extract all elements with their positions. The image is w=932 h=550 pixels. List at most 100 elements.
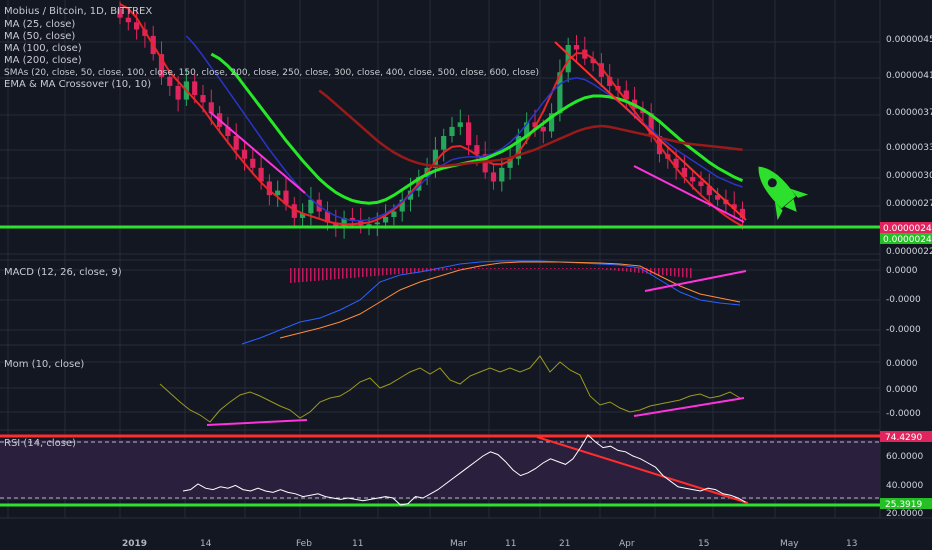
momentum-trendline-apr <box>633 397 745 417</box>
candle-body <box>134 22 140 30</box>
macd-histogram-bar <box>414 268 416 273</box>
macd-histogram-bar <box>458 268 460 269</box>
time-tick-label: May <box>780 539 799 549</box>
candle <box>308 186 314 226</box>
candle-body <box>399 199 405 212</box>
candle-body <box>175 85 181 100</box>
candle-body <box>474 145 480 155</box>
macd-histogram-bar <box>362 268 364 277</box>
macd-histogram-bar <box>426 268 428 272</box>
rsi-panel[interactable]: RSI (14, close) 60.0000 40.0000 20.0000 … <box>0 431 932 519</box>
time-tick-label: Feb <box>296 539 312 549</box>
legend-line: MA (25, close) <box>4 19 75 30</box>
candle-body <box>324 211 331 223</box>
macd-histogram-bar <box>578 268 580 269</box>
candle-body <box>208 102 214 114</box>
candle <box>134 9 140 40</box>
macd-panel[interactable]: MACD (12, 26, close, 9) 0.0000 -0.0000 -… <box>4 260 921 345</box>
candle <box>291 196 297 227</box>
ma-line-red <box>119 3 743 227</box>
legend-line: EMA & MA Crossover (10, 10) <box>4 79 151 90</box>
candle-body <box>706 186 712 196</box>
price-panel[interactable] <box>117 1 746 239</box>
candle-body <box>117 8 123 18</box>
macd-histogram-bar <box>498 268 500 269</box>
macd-histogram-bar <box>614 268 616 271</box>
momentum-line <box>159 355 741 423</box>
macd-histogram-bar <box>490 268 492 269</box>
macd-histogram-bar <box>318 268 320 281</box>
candle-body <box>449 126 455 136</box>
candle <box>507 146 513 180</box>
macd-histogram-bar <box>334 268 336 280</box>
macd-histogram-bar <box>302 268 304 282</box>
candle <box>731 191 737 219</box>
macd-histogram-bar <box>298 268 300 283</box>
candle-body <box>549 113 555 132</box>
macd-histogram-bar <box>674 268 676 277</box>
candle-body <box>250 158 256 168</box>
candle-body <box>698 181 704 187</box>
candle-body <box>366 224 372 226</box>
candle-body <box>266 181 272 196</box>
candle <box>441 128 447 162</box>
candle <box>573 34 580 62</box>
macd-histogram-bar <box>666 268 668 276</box>
macd-histogram-bar <box>290 268 292 283</box>
candle <box>383 204 389 229</box>
macd-histogram-bar <box>306 268 308 282</box>
time-tick-label: 11 <box>505 539 516 549</box>
macd-line <box>241 260 741 345</box>
momentum-title: Mom (10, close) <box>4 359 84 370</box>
macd-histogram <box>290 268 692 283</box>
candle-body <box>225 126 231 136</box>
macd-histogram-bar <box>342 268 344 279</box>
macd-histogram-bar <box>670 268 672 276</box>
candle-body <box>374 222 380 225</box>
macd-histogram-bar <box>322 268 324 281</box>
candle-body <box>233 136 239 150</box>
candle <box>698 171 704 197</box>
macd-histogram-bar <box>390 268 392 275</box>
macd-histogram-bar <box>562 268 564 269</box>
candle <box>590 51 596 72</box>
candle <box>457 109 463 136</box>
last-price-badge-green-text: 0.00000245 <box>883 235 932 245</box>
macd-histogram-bar <box>570 268 572 269</box>
candle-body <box>557 72 563 114</box>
macd-histogram-bar <box>502 268 504 269</box>
macd-histogram-bar <box>494 268 496 269</box>
macd-histogram-bar <box>574 268 576 269</box>
candle <box>158 41 165 86</box>
macd-histogram-bar <box>566 268 568 269</box>
last-price-badge-red <box>880 222 932 233</box>
macd-histogram-bar <box>682 268 684 278</box>
candle-body <box>167 76 173 86</box>
macd-histogram-bar <box>550 268 552 269</box>
macd-histogram-bar <box>518 268 520 269</box>
candle-body <box>681 167 687 177</box>
candle <box>399 189 405 222</box>
candle-body <box>499 167 505 182</box>
macd-tick-label: -0.0000 <box>886 295 921 305</box>
candle-body <box>466 122 472 146</box>
macd-histogram-bar <box>370 268 372 277</box>
momentum-panel[interactable]: Mom (10, close) 0.0000 0.0000 -0.0000 <box>4 355 921 426</box>
macd-histogram-bar <box>534 268 536 269</box>
macd-histogram-bar <box>690 268 692 278</box>
rsi-red-trendline <box>536 436 749 504</box>
candle-body <box>125 17 131 23</box>
indicator-legend: Mobius / Bitcoin, 1D, BITTREX MA (25, cl… <box>4 6 539 90</box>
macd-tick-label: -0.0000 <box>886 325 921 335</box>
macd-histogram-bar <box>626 268 628 272</box>
macd-histogram-bar <box>646 268 648 274</box>
macd-histogram-bar <box>618 268 620 271</box>
macd-histogram-bar <box>642 268 644 274</box>
candle <box>623 80 629 108</box>
